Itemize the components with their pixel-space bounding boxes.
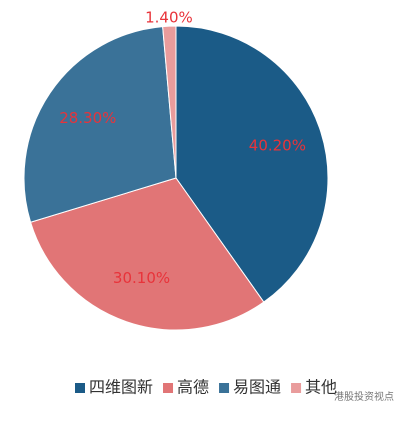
legend-swatch xyxy=(163,383,174,393)
legend-label: 高德 xyxy=(177,378,209,397)
watermark: 港股投资视点 xyxy=(334,390,394,403)
value-label: 1.40% xyxy=(145,9,193,27)
legend-swatch xyxy=(219,383,230,393)
value-label: 28.30% xyxy=(59,109,116,127)
pie-slice xyxy=(175,25,329,303)
legend-label: 易图通 xyxy=(233,378,281,397)
legend-swatch xyxy=(75,383,85,393)
legend-swatch xyxy=(291,383,302,393)
legend-label: 其他 xyxy=(305,378,337,397)
pie-slice xyxy=(29,177,265,331)
legend-label: 四维图新 xyxy=(89,378,153,397)
value-label: 40.20% xyxy=(249,136,306,154)
value-label: 30.10% xyxy=(113,269,170,287)
pie-slice xyxy=(162,25,177,179)
pie-slice xyxy=(23,26,177,223)
